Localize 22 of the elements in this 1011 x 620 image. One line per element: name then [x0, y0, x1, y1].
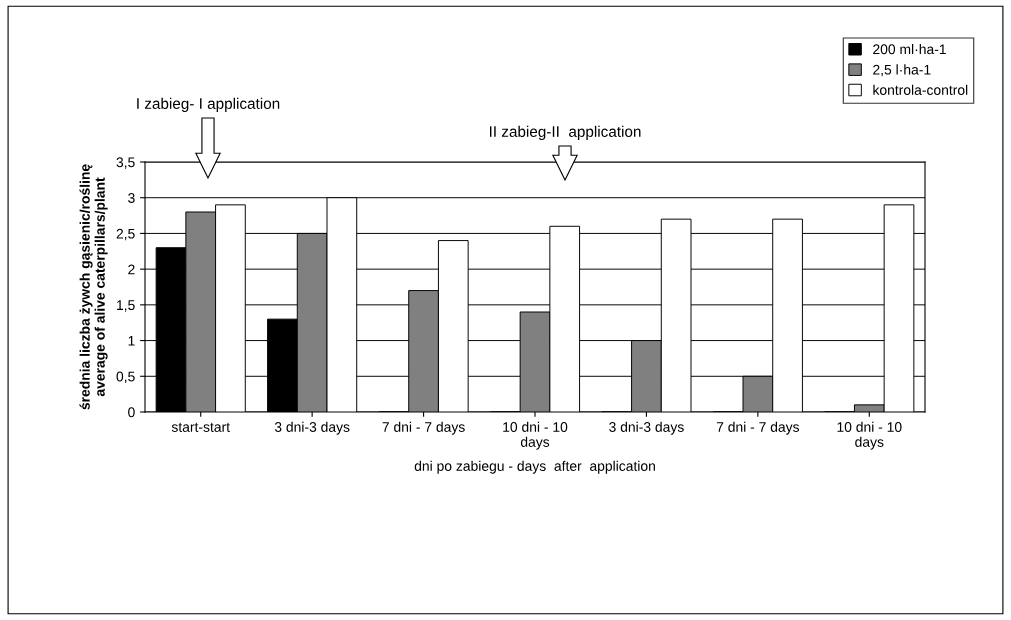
x-tick-label: 3 dni-3 days — [274, 421, 350, 435]
y-axis-title: średnia liczba żywch gąsienic/roślinę average of alive caterpillars/plant — [79, 164, 108, 410]
y-tick-label: 2,5 — [116, 228, 135, 241]
y-tick-label: 0 — [128, 407, 135, 418]
x-tick-label: 10 dni - 10 days — [837, 421, 902, 450]
y-tick-label: 1 — [128, 336, 135, 346]
legend-label: 200 ml·ha-1 — [873, 43, 946, 55]
x-tick-label: 7 dni - 7 days — [716, 421, 800, 435]
x-axis-title: dni po zabiegu - days after application — [414, 460, 655, 474]
y-tick-label: 1,5 — [117, 300, 135, 312]
text: I zabieg- I application — [137, 97, 280, 112]
text: II zabieg-II application — [489, 125, 641, 140]
x-tick-label: 7 dni - 7 days — [382, 421, 465, 435]
y-tick-label: 3 — [128, 193, 135, 203]
x-tick-label: 3 dni-3 days — [609, 421, 684, 435]
legend-label: kontrola-control — [873, 84, 968, 95]
legend-label: 2,5 l·ha-1 — [873, 64, 931, 77]
y-tick-label: 3,5 — [116, 157, 135, 169]
y-tick-label: 2 — [128, 264, 135, 275]
y-tick-label: 0,5 — [116, 371, 135, 384]
x-tick-label: 10 dni - 10 days — [503, 421, 568, 450]
x-tick-label: start-start — [171, 422, 230, 432]
